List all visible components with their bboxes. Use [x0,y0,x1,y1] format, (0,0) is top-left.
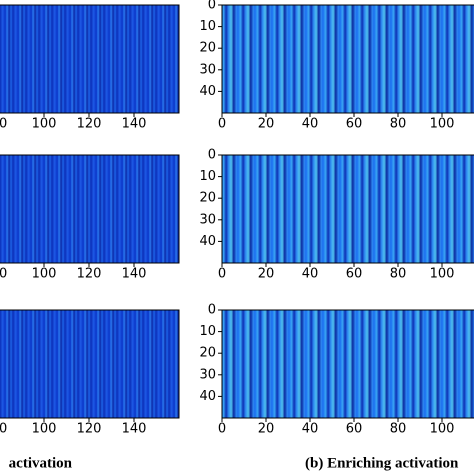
heatmap [221,309,474,419]
y-tick-label: 10 [199,169,216,184]
y-tick-label: 20 [199,191,216,206]
x-tick-label: 60 [346,422,363,437]
y-tick-label: 0 [208,303,216,318]
y-tick-label: 20 [199,346,216,361]
x-tick-label: 80 [0,267,7,282]
x-tick-label: 80 [390,117,407,132]
x-tick-label: 120 [77,422,102,437]
y-tick-label: 40 [199,234,216,249]
y-tick-label: 20 [199,41,216,56]
y-tick-label: 30 [199,62,216,77]
y-tick-label: 40 [199,389,216,404]
x-tick-label: 0 [218,267,226,282]
x-tick-label: 100 [32,117,57,132]
x-tick-label: 20 [258,267,275,282]
x-tick-label: 0 [218,117,226,132]
x-tick-label: 80 [390,267,407,282]
x-tick-label: 140 [122,117,147,132]
y-tick-label: 40 [199,84,216,99]
x-tick-label: 80 [390,422,407,437]
heatmap [0,309,180,419]
x-tick-label: 120 [77,267,102,282]
x-tick-label: 80 [0,117,7,132]
x-tick-label: 40 [302,267,319,282]
x-tick-label: 100 [32,267,57,282]
y-tick-label: 30 [199,212,216,227]
y-tick-label: 0 [208,148,216,163]
heatmap [0,4,180,114]
x-tick-label: 120 [77,117,102,132]
heatmap [221,154,474,264]
x-tick-label: 20 [258,422,275,437]
x-tick-label: 60 [346,117,363,132]
x-tick-label: 40 [302,117,319,132]
x-tick-label: 100 [430,422,455,437]
y-tick-label: 10 [199,324,216,339]
heatmap [221,4,474,114]
x-tick-label: 60 [346,267,363,282]
x-tick-label: 140 [122,267,147,282]
caption: activation [9,455,73,471]
x-tick-label: 140 [122,422,147,437]
caption: (b) Enriching activation [305,455,459,471]
x-tick-label: 20 [258,117,275,132]
y-tick-label: 0 [208,0,216,13]
x-tick-label: 40 [302,422,319,437]
y-tick-label: 10 [199,19,216,34]
x-tick-label: 100 [32,422,57,437]
x-tick-label: 0 [218,422,226,437]
heatmap [0,154,180,264]
x-tick-label: 100 [430,267,455,282]
y-tick-label: 30 [199,367,216,382]
x-tick-label: 100 [430,117,455,132]
x-tick-label: 80 [0,422,7,437]
